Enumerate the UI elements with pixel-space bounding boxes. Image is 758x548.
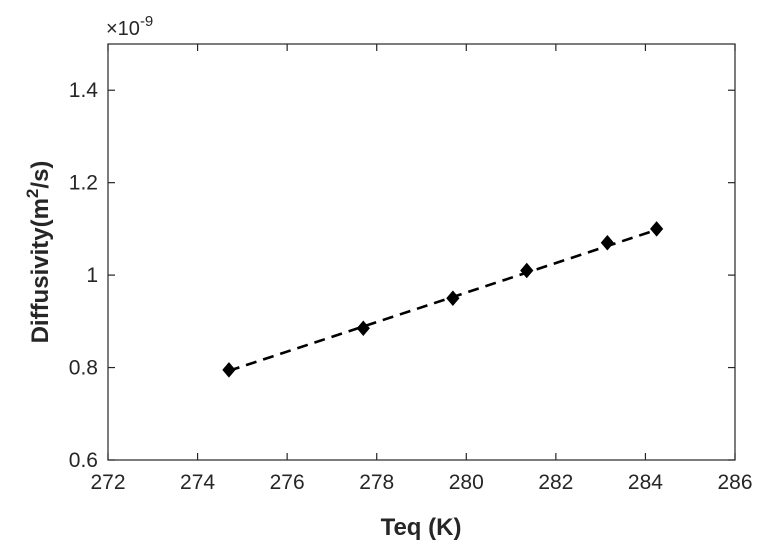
y-tick-label: 1 (86, 264, 98, 287)
data-point (222, 362, 236, 378)
x-tick-label: 272 (90, 471, 125, 494)
x-tick-label: 282 (538, 471, 573, 494)
data-point (650, 221, 664, 237)
x-tick-label: 276 (270, 471, 305, 494)
y-axis-label: Diffusivity(m2/s) (23, 161, 54, 344)
x-tick-label: 280 (449, 471, 484, 494)
x-axis-label: Teq (K) (381, 514, 462, 541)
y-exponent-label: ×10-9 (106, 13, 153, 40)
x-tick-label: 278 (359, 471, 394, 494)
y-tick-label: 0.6 (69, 449, 98, 472)
y-tick-label: 0.8 (69, 357, 98, 380)
axes-box (107, 43, 736, 461)
data-point (446, 290, 460, 306)
x-tick-label: 274 (180, 471, 215, 494)
y-tick-label: 1.4 (69, 79, 99, 102)
x-axis: 272 274 276 278 280 282 284 286 (90, 44, 753, 494)
data-point (520, 262, 534, 279)
data-point (356, 320, 370, 337)
fit-line (228, 228, 658, 373)
y-axis: 0.6 0.8 1 1.2 1.4 (69, 79, 735, 472)
y-tick-label: 1.2 (69, 172, 98, 195)
data-point (600, 234, 614, 251)
plot-marks (222, 221, 664, 378)
x-tick-label: 284 (628, 471, 663, 494)
x-tick-label: 286 (717, 471, 752, 494)
